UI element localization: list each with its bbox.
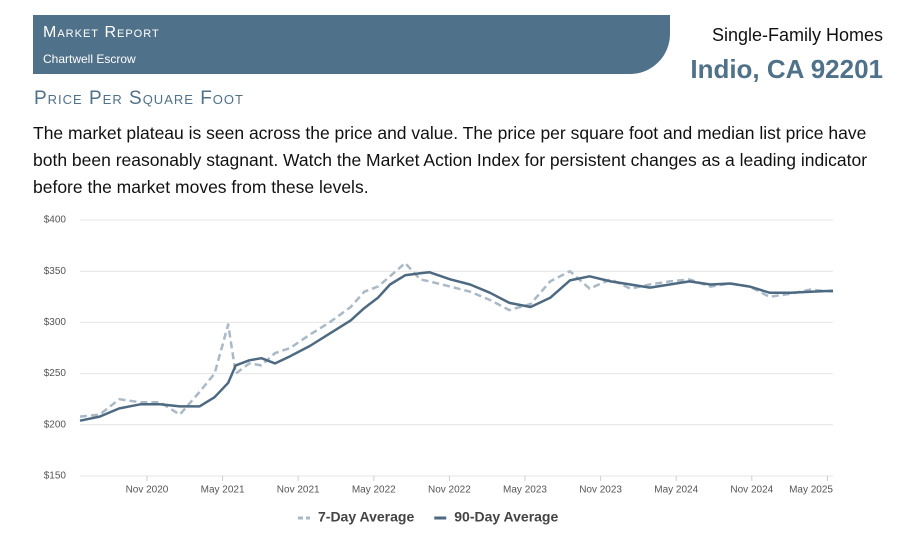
y-tick-label: $200 xyxy=(44,419,67,430)
y-tick-label: $300 xyxy=(44,317,67,328)
x-tick-label: Nov 2024 xyxy=(730,485,773,496)
x-tick-label: Nov 2020 xyxy=(126,485,169,496)
y-tick-label: $150 xyxy=(44,471,67,482)
property-type: Single-Family Homes xyxy=(711,25,883,45)
series-line xyxy=(79,261,834,418)
x-tick-label: May 2025 xyxy=(789,485,833,496)
chart: $150 $200 $250 $300 $350 $400 Nov 2020 May 2021… xyxy=(44,215,834,525)
legend-label: 90-Day Average xyxy=(454,509,558,525)
y-tick-label: $350 xyxy=(44,266,67,277)
x-tick-label: Nov 2022 xyxy=(428,485,471,496)
company-name: Chartwell Escrow xyxy=(43,52,136,66)
report-title: Market Report xyxy=(43,24,160,41)
y-tick-label: $250 xyxy=(44,368,67,379)
x-tick-label: Nov 2023 xyxy=(579,485,622,496)
series-line xyxy=(79,270,834,422)
x-tick-label: Nov 2021 xyxy=(277,485,320,496)
header-banner: Market Report Chartwell Escrow xyxy=(33,15,670,74)
legend-label: 7-Day Average xyxy=(318,509,414,525)
section-title: Price Per Square Foot xyxy=(34,88,244,109)
x-tick-label: May 2024 xyxy=(654,485,698,496)
x-tick-label: May 2023 xyxy=(503,485,547,496)
x-tick-label: May 2022 xyxy=(352,485,396,496)
x-tick-label: May 2021 xyxy=(201,485,245,496)
y-tick-label: $400 xyxy=(44,215,67,226)
description: The market plateau is seen across the pr… xyxy=(33,123,868,197)
location: Indio, CA 92201 xyxy=(690,54,883,84)
